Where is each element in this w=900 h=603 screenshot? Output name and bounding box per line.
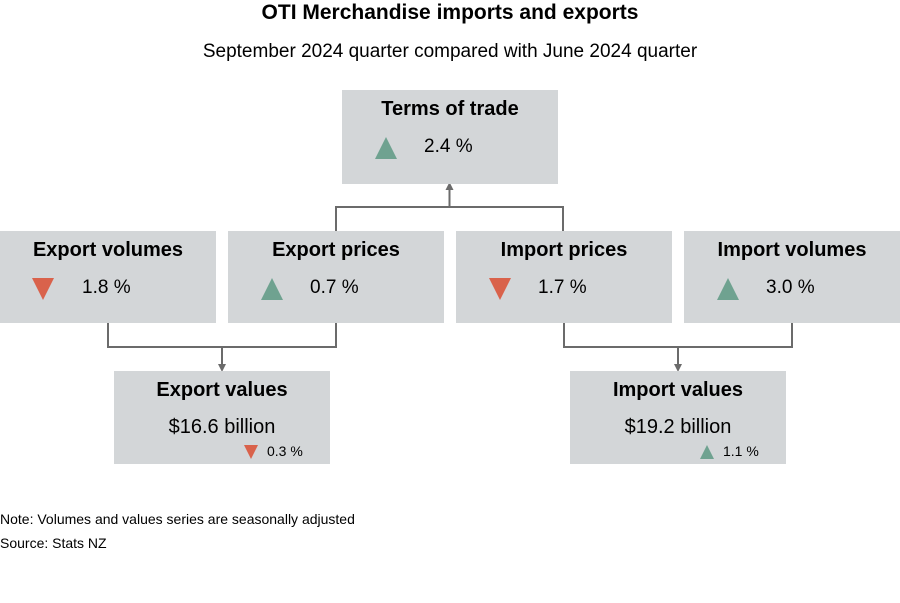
export-values-change: 0.3 % [267,443,303,459]
up-triangle-icon [717,278,739,300]
import-prices-box: Import prices 1.7 % [456,231,672,323]
import-values-box: Import values $19.2 billion 1.1 % [570,371,786,464]
import-prices-label: Import prices [500,239,628,261]
export-prices-label: Export prices [272,239,400,261]
import-volumes-label: Import volumes [717,239,867,261]
source-note: Source: Stats NZ [0,535,107,551]
import-prices-change: 1.7 % [538,277,587,298]
export-values-label: Export values [156,379,288,401]
import-values-change: 1.1 % [723,443,759,459]
export-volumes-label: Export volumes [32,239,184,261]
down-triangle-icon [489,278,511,300]
terms-of-trade-label: Terms of trade [381,98,519,120]
terms-of-trade-change: 2.4 % [424,136,473,157]
down-triangle-icon [32,278,54,300]
export-volumes-change: 1.8 % [82,277,131,298]
up-triangle-icon [375,137,397,159]
connector-prices-to-terms [335,206,564,232]
chart-subtitle: September 2024 quarter compared with Jun… [202,41,698,62]
footnote: Note: Volumes and values series are seas… [0,511,355,527]
up-triangle-icon [261,278,283,300]
export-prices-change: 0.7 % [310,277,359,298]
import-values-amount: $19.2 billion [624,416,732,438]
import-values-label: Import values [612,379,744,401]
export-volumes-box: Export volumes 1.8 % [0,231,216,323]
terms-of-trade-box: Terms of trade 2.4 % [342,90,558,184]
export-values-box: Export values $16.6 billion 0.3 % [114,371,330,464]
up-triangle-icon [700,445,714,459]
down-triangle-icon [244,445,258,459]
export-prices-box: Export prices 0.7 % [228,231,444,323]
chart-title: OTI Merchandise imports and exports [261,1,639,24]
connector-imports-to-values [563,323,793,348]
export-values-amount: $16.6 billion [168,416,276,438]
import-volumes-box: Import volumes 3.0 % [684,231,900,323]
connector-exports-to-values [107,323,337,348]
import-volumes-change: 3.0 % [766,277,815,298]
